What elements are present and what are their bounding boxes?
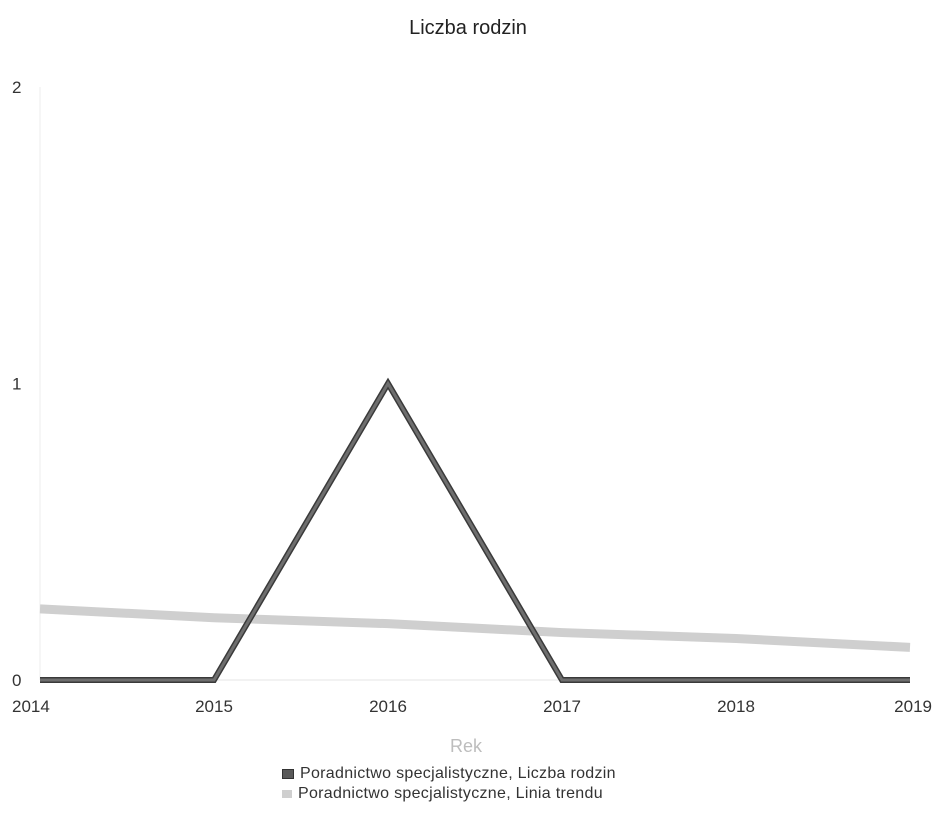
y-tick-label: 1 xyxy=(12,375,21,394)
y-axis: 0 1 2 xyxy=(12,78,41,690)
x-tick-label: 2017 xyxy=(543,697,581,716)
x-tick-label: 2015 xyxy=(195,697,233,716)
chart-title: Liczba rodzin xyxy=(409,17,527,39)
legend-swatch xyxy=(282,790,292,798)
series-layer xyxy=(39,377,911,683)
legend-item-linia-trendu[interactable]: Poradnictwo specjalistyczne, Linia trend… xyxy=(282,784,616,804)
series-line-liczba-rodzin xyxy=(40,380,910,682)
x-tick-label: 2018 xyxy=(717,697,755,716)
legend-label: Poradnictwo specjalistyczne, Liczba rodz… xyxy=(300,765,616,782)
series-line-linia-trendu xyxy=(39,604,911,652)
y-tick-label: 2 xyxy=(12,78,21,97)
x-tick-label: 2016 xyxy=(369,697,407,716)
legend: Poradnictwo specjalistyczne, Liczba rodz… xyxy=(282,764,616,804)
y-tick-label: 0 xyxy=(12,671,21,690)
x-axis: 2014 2015 2016 2017 2018 2019 xyxy=(12,679,932,716)
legend-swatch xyxy=(282,769,294,779)
x-tick-label: 2014 xyxy=(12,697,50,716)
legend-item-liczba-rodzin[interactable]: Poradnictwo specjalistyczne, Liczba rodz… xyxy=(282,764,616,784)
legend-label: Poradnictwo specjalistyczne, Linia trend… xyxy=(298,785,603,802)
x-tick-label: 2019 xyxy=(894,697,932,716)
x-axis-label: Rek xyxy=(450,736,483,756)
